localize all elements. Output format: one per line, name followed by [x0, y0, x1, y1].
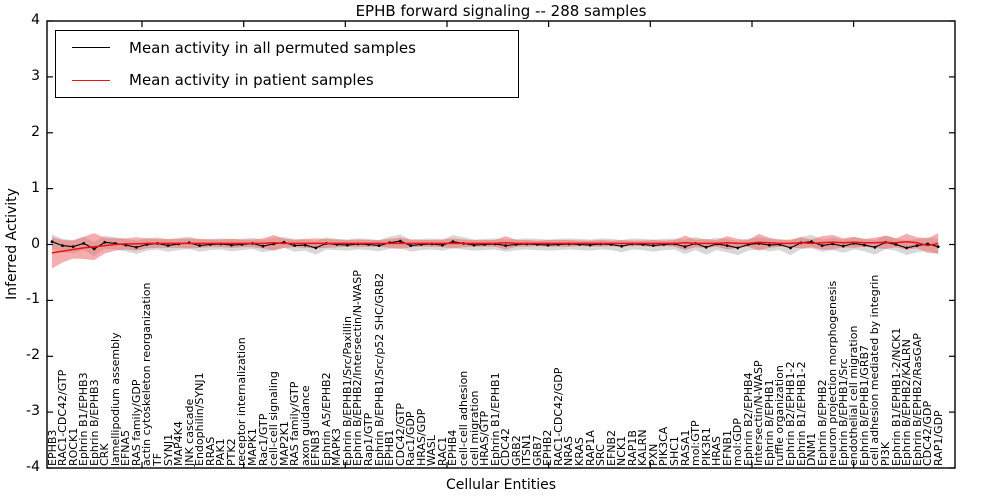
y-tick-label: 1 — [31, 179, 40, 196]
x-axis-label: Cellular Entities — [445, 477, 557, 493]
y-tick-label: 4 — [31, 12, 40, 28]
chart-title: EPHB forward signaling -- 288 samples — [355, 2, 647, 20]
y-tick-label: 0 — [31, 235, 40, 252]
legend: Mean activity in all permuted samples Me… — [55, 30, 519, 98]
y-tick-label: 2 — [31, 123, 40, 140]
y-tick-label: -1 — [26, 291, 40, 308]
legend-entry-permuted: Mean activity in all permuted samples — [56, 32, 518, 63]
legend-label: Mean activity in patient samples — [129, 71, 374, 90]
y-axis-label: Inferred Activity — [4, 188, 20, 300]
legend-line-sample-red — [72, 79, 110, 81]
legend-line-sample-black — [72, 47, 110, 49]
y-tick-label: -4 — [26, 459, 40, 475]
legend-label: Mean activity in all permuted samples — [129, 38, 416, 57]
y-tick-label: -2 — [26, 347, 40, 364]
y-tick-label: 3 — [31, 67, 40, 84]
legend-entry-patient: Mean activity in patient samples — [56, 65, 518, 96]
y-tick-label: -3 — [26, 403, 40, 420]
